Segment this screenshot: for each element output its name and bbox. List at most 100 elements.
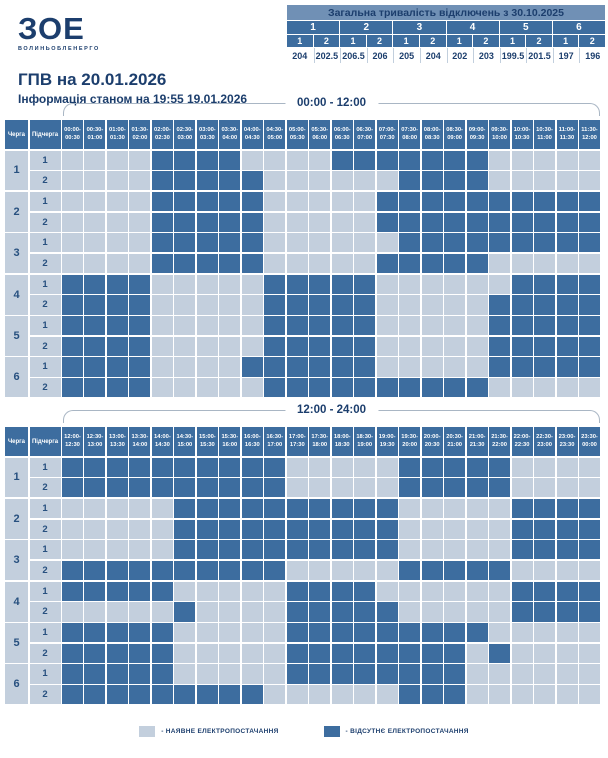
power-on-cell (106, 212, 128, 232)
outage-cell (286, 498, 308, 519)
power-on-cell (376, 316, 398, 336)
time-slot-header: 02:30- 03:00 (174, 120, 196, 149)
outage-cell (421, 664, 443, 684)
outage-cell (151, 150, 173, 170)
queue-number-cell: 2 (5, 191, 28, 232)
power-on-cell (286, 560, 308, 581)
outage-cell (534, 498, 556, 519)
outage-cell (106, 581, 128, 601)
time-slot-header: 15:30- 16:00 (219, 427, 241, 456)
subqueue-number-cell: 2 (29, 560, 61, 581)
power-on-cell (466, 581, 488, 601)
power-on-cell (556, 171, 578, 191)
power-on-cell (534, 457, 556, 477)
power-on-cell (241, 664, 263, 684)
power-on-cell (466, 602, 488, 622)
outage-cell (84, 274, 106, 294)
outage-cell (129, 336, 151, 356)
subqueue-number-cell: 1 (29, 191, 61, 212)
time-slot-header: 23:00- 23:30 (556, 427, 578, 456)
outage-cell (286, 581, 308, 601)
outage-cell (376, 643, 398, 663)
time-slot-header: 10:00- 10:30 (511, 120, 533, 149)
outage-cell (534, 233, 556, 253)
outage-cell (62, 560, 83, 581)
outage-cell (196, 478, 218, 498)
power-on-cell (241, 643, 263, 663)
outage-cell (579, 540, 600, 560)
power-on-cell (264, 581, 286, 601)
outage-cell (196, 212, 218, 232)
outage-cell (129, 623, 151, 643)
power-on-cell (579, 560, 600, 581)
queue-number-cell: 1 (5, 457, 28, 498)
time-slot-header: 03:00- 03:30 (196, 120, 218, 149)
queue-number-cell: 4 (5, 274, 28, 315)
outage-cell (444, 643, 466, 663)
outage-cell (264, 336, 286, 356)
schedule-grid-morning: 00:00 - 12:00 Черга Підчерга 00:00- 00:30 0… (5, 97, 600, 398)
time-slot-header: 09:00- 09:30 (466, 120, 488, 149)
time-slot-header: 18:00- 18:30 (331, 427, 353, 456)
outage-cell (466, 233, 488, 253)
power-on-cell (151, 602, 173, 622)
summary-duration-value: 196 (579, 48, 605, 63)
power-on-cell (286, 685, 308, 705)
outage-cell (241, 685, 263, 705)
outage-cell (286, 643, 308, 663)
time-slot-header: 07:00- 07:30 (376, 120, 398, 149)
outage-cell (354, 378, 376, 398)
outage-cell (62, 478, 83, 498)
outage-cell (241, 519, 263, 539)
power-on-cell (129, 519, 151, 539)
queue-number-cell: 6 (5, 357, 28, 398)
power-on-cell (354, 457, 376, 477)
power-on-cell (534, 378, 556, 398)
power-on-cell (174, 274, 196, 294)
outage-cell (286, 316, 308, 336)
time-slot-header: 13:00- 13:30 (106, 427, 128, 456)
power-on-cell (511, 171, 533, 191)
time-slot-header: 10:30- 11:00 (534, 120, 556, 149)
power-on-cell (106, 519, 128, 539)
power-on-cell (466, 664, 488, 684)
outage-cell (151, 212, 173, 232)
outage-cell (286, 378, 308, 398)
power-on-cell (196, 581, 218, 601)
time-slot-header: 08:30- 09:00 (444, 120, 466, 149)
subqueue-number-cell: 1 (29, 233, 61, 253)
outage-cell (196, 519, 218, 539)
outage-cell (196, 540, 218, 560)
power-on-cell (579, 685, 600, 705)
outage-cell (489, 295, 511, 315)
power-on-cell (151, 336, 173, 356)
power-on-cell (331, 560, 353, 581)
outage-cell (151, 685, 173, 705)
outage-cell (286, 519, 308, 539)
outage-cell (84, 336, 106, 356)
time-slot-header: 12:30- 13:00 (84, 427, 106, 456)
outage-cell (84, 457, 106, 477)
outage-cell (129, 316, 151, 336)
power-on-cell (286, 457, 308, 477)
power-on-cell (241, 336, 263, 356)
outage-cell (309, 623, 331, 643)
time-slot-header: 04:00- 04:30 (241, 120, 263, 149)
power-on-cell (219, 643, 241, 663)
outage-cell (264, 274, 286, 294)
outage-cell (579, 191, 600, 212)
power-on-cell (421, 295, 443, 315)
subqueue-number-cell: 1 (29, 498, 61, 519)
outage-cell (444, 664, 466, 684)
outage-cell (129, 478, 151, 498)
outage-cell (421, 685, 443, 705)
power-on-cell (444, 540, 466, 560)
outage-cell (534, 191, 556, 212)
power-on-cell (286, 478, 308, 498)
power-on-cell (62, 253, 83, 274)
outage-cell (219, 253, 241, 274)
outage-cell (556, 540, 578, 560)
power-on-cell (466, 685, 488, 705)
power-on-cell (399, 274, 421, 294)
power-on-cell (444, 519, 466, 539)
